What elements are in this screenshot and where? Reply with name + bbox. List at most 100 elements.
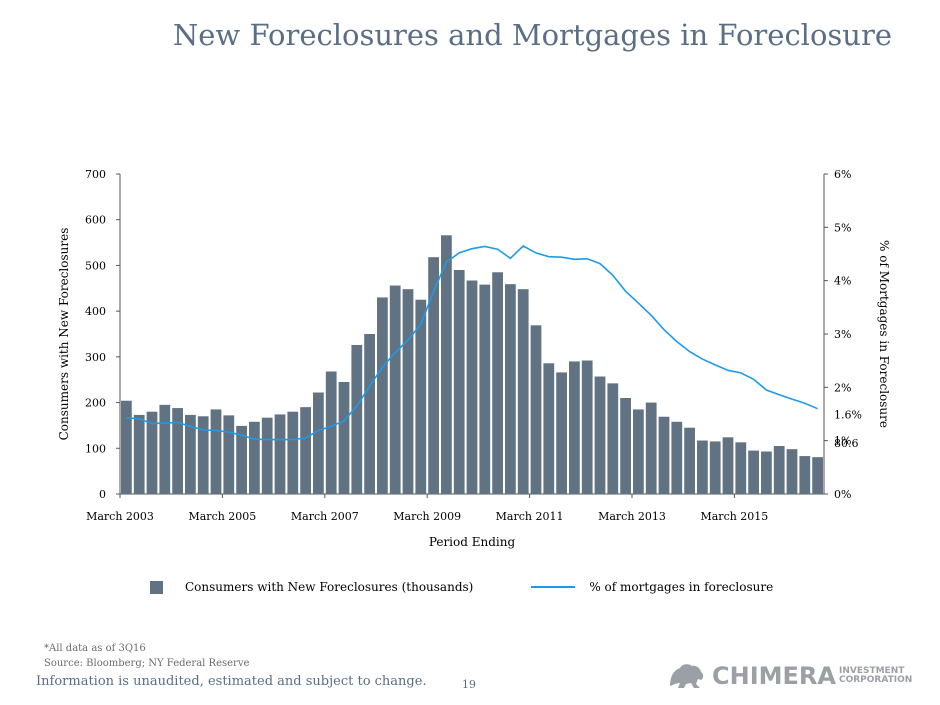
bar bbox=[338, 382, 350, 494]
y2-tick-label: 2% bbox=[834, 381, 851, 394]
legend-label-bars: Consumers with New Foreclosures (thousan… bbox=[185, 580, 474, 594]
bar bbox=[133, 414, 145, 494]
bar bbox=[287, 411, 299, 494]
y2-tick-label: 4% bbox=[834, 275, 851, 288]
bar bbox=[517, 289, 529, 494]
x-tick-label: March 2015 bbox=[700, 510, 768, 523]
x-tick-label: March 2009 bbox=[393, 510, 461, 523]
bar bbox=[300, 407, 311, 494]
x-axis-title: Period Ending bbox=[429, 535, 516, 549]
legend: Consumers with New Foreclosures (thousan… bbox=[150, 578, 773, 596]
bar bbox=[146, 411, 158, 494]
annotation-last-line: 1.6% bbox=[834, 409, 862, 422]
y-tick-label: 200 bbox=[85, 397, 106, 410]
footnote: *All data as of 3Q16 bbox=[44, 643, 146, 654]
x-tick-label: March 2011 bbox=[496, 510, 564, 523]
y2-tick-label: 1% bbox=[834, 435, 851, 448]
bar bbox=[581, 360, 593, 494]
bar bbox=[402, 289, 414, 494]
legend-swatch-line bbox=[531, 586, 576, 588]
bar bbox=[607, 383, 619, 494]
y-tick-label: 700 bbox=[85, 168, 106, 181]
bar bbox=[121, 400, 132, 494]
axis-labels: 0 100 200 300 400 500 600 700 0% 1% 2% 3% 4% 5% 6% Marc… bbox=[57, 168, 891, 549]
bar bbox=[249, 421, 260, 494]
bar bbox=[569, 361, 580, 494]
y2-tick-label: 0% bbox=[834, 488, 851, 501]
line-series bbox=[126, 245, 818, 441]
bar bbox=[505, 284, 516, 494]
bar bbox=[197, 416, 209, 494]
y-tick-label: 100 bbox=[85, 442, 106, 455]
bar bbox=[185, 414, 196, 494]
x-tick-label: March 2013 bbox=[598, 510, 666, 523]
page-number: 19 bbox=[462, 678, 476, 691]
bar bbox=[645, 402, 657, 494]
bar bbox=[236, 425, 247, 494]
bar bbox=[325, 371, 337, 494]
y-tick-label: 500 bbox=[85, 259, 106, 272]
x-tick-label: March 2003 bbox=[86, 510, 154, 523]
bar bbox=[786, 449, 798, 494]
bar bbox=[428, 257, 439, 494]
y2-tick-label: 6% bbox=[834, 168, 851, 181]
bar bbox=[594, 376, 606, 494]
page-title: New Foreclosures and Mortgages in Forecl… bbox=[172, 18, 892, 52]
bar bbox=[633, 409, 644, 494]
bar bbox=[697, 440, 708, 494]
bar bbox=[773, 446, 785, 494]
bar bbox=[543, 363, 555, 494]
bar bbox=[722, 437, 734, 494]
bar bbox=[466, 280, 478, 494]
bar bbox=[671, 421, 683, 494]
bar bbox=[389, 285, 401, 494]
bar bbox=[274, 414, 286, 494]
bar bbox=[658, 416, 670, 494]
y2-tick-label: 3% bbox=[834, 328, 851, 341]
legend-label-line: % of mortgages in foreclosure bbox=[589, 580, 774, 594]
y-tick-label: 400 bbox=[85, 305, 106, 318]
bar bbox=[415, 299, 427, 494]
bar bbox=[761, 451, 772, 494]
x-tick-label: March 2005 bbox=[188, 510, 256, 523]
chart: 0 100 200 300 400 500 600 700 0% 1% 2% 3% 4% 5% 6% Marc… bbox=[57, 168, 891, 549]
y-tick-label: 0 bbox=[99, 488, 106, 501]
bar bbox=[159, 404, 171, 494]
y2-axis-title: % of Mortgages in Foreclosure bbox=[877, 240, 891, 428]
y-tick-label: 300 bbox=[85, 351, 106, 364]
y-axis-title: Consumers with New Foreclosures bbox=[57, 228, 71, 441]
bar bbox=[799, 456, 811, 494]
bar-series bbox=[121, 235, 823, 494]
bar bbox=[453, 270, 465, 494]
y2-tick-label: 5% bbox=[834, 221, 851, 234]
bar bbox=[210, 409, 222, 494]
bar bbox=[620, 398, 631, 494]
bar bbox=[364, 334, 375, 494]
source-note: Source: Bloomberg; NY Federal Reserve bbox=[44, 658, 250, 669]
logo-wordmark: CHIMERA bbox=[712, 662, 836, 690]
bar bbox=[530, 325, 542, 494]
annotation-last-bar: 80.6 bbox=[834, 437, 859, 450]
bar bbox=[479, 284, 491, 494]
bar bbox=[441, 235, 452, 494]
logo-subtext: INVESTMENT CORPORATION bbox=[838, 666, 913, 685]
legend-swatch-bar bbox=[150, 580, 163, 594]
bar bbox=[313, 392, 324, 494]
bar bbox=[684, 427, 695, 494]
x-tick-label: March 2007 bbox=[291, 510, 359, 523]
bar bbox=[735, 442, 747, 494]
disclaimer: Information is unaudited, estimated and … bbox=[36, 674, 427, 689]
bar bbox=[812, 457, 823, 494]
line-path bbox=[126, 245, 818, 441]
bar bbox=[223, 415, 235, 494]
lion-icon bbox=[670, 664, 704, 688]
bar bbox=[748, 450, 759, 494]
company-logo: CHIMERA INVESTMENT CORPORATION bbox=[666, 662, 912, 690]
bar bbox=[377, 297, 388, 494]
y-tick-label: 600 bbox=[85, 214, 106, 227]
bar bbox=[351, 344, 363, 494]
bar bbox=[709, 441, 721, 494]
bar bbox=[492, 272, 503, 494]
bar bbox=[556, 372, 567, 494]
bar bbox=[172, 408, 183, 494]
